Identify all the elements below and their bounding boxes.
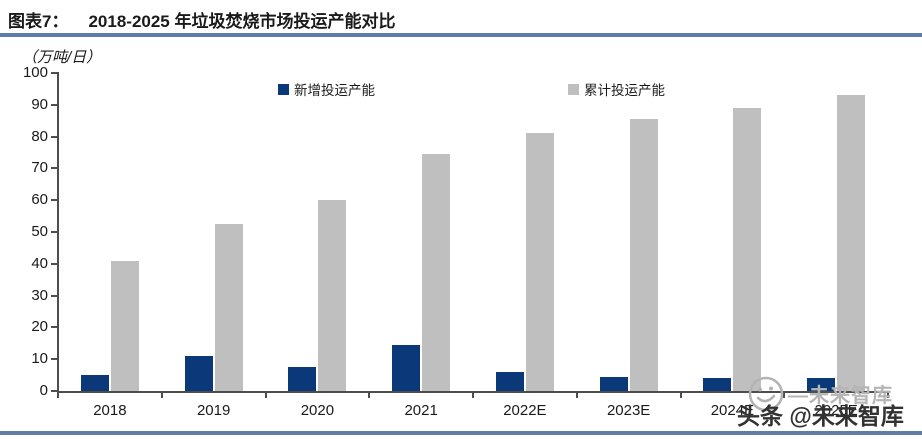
y-axis-tick-mark bbox=[51, 231, 57, 233]
y-axis-tick-mark bbox=[51, 199, 57, 202]
y-axis-tick-label: 10 bbox=[31, 350, 48, 368]
legend-label: 累计投运产能 bbox=[584, 83, 665, 98]
y-axis-tick-mark bbox=[51, 167, 57, 170]
x-axis-tick-mark bbox=[160, 391, 163, 398]
x-axis-category-label: 2019 bbox=[196, 402, 231, 419]
y-axis-tick-label: 90 bbox=[31, 95, 48, 113]
y-axis-tick-label: 70 bbox=[31, 159, 48, 177]
y-axis-tick-label: 50 bbox=[31, 223, 48, 240]
x-axis-tick-mark bbox=[472, 391, 474, 398]
bar-cumulative-capacity bbox=[629, 119, 658, 391]
y-axis-tick-mark bbox=[51, 294, 57, 297]
y-axis-tick-label: 40 bbox=[31, 254, 48, 272]
bar-cumulative-capacity bbox=[110, 260, 139, 391]
figure-label: 图表7： bbox=[8, 12, 69, 31]
x-axis-category-label: 2025E bbox=[814, 402, 858, 419]
y-axis-tick-label: 100 bbox=[22, 64, 48, 81]
bottom-rule bbox=[0, 431, 922, 435]
bar-new-capacity bbox=[288, 367, 317, 391]
x-axis-tick-mark bbox=[368, 391, 371, 398]
bar-new-capacity bbox=[599, 376, 628, 391]
legend-swatch-icon bbox=[278, 83, 289, 95]
x-axis-category-label: 2020 bbox=[300, 402, 335, 419]
bar-new-capacity bbox=[807, 378, 836, 391]
bar-new-capacity bbox=[80, 375, 109, 391]
x-axis-tick-mark bbox=[887, 391, 889, 398]
y-axis-tick-mark bbox=[51, 390, 57, 392]
bar-cumulative-capacity bbox=[422, 154, 451, 391]
bar-cumulative-capacity bbox=[733, 107, 762, 391]
y-axis-tick-label: 80 bbox=[31, 127, 48, 145]
bar-new-capacity bbox=[703, 378, 732, 391]
x-axis-tick-mark bbox=[575, 391, 578, 398]
legend-item: 新增投运产能 bbox=[278, 79, 375, 99]
x-axis-tick-mark bbox=[57, 391, 59, 398]
x-axis-category-label: 2021 bbox=[404, 402, 438, 419]
y-axis-tick-mark bbox=[51, 135, 57, 138]
y-axis-tick-mark bbox=[51, 72, 57, 74]
y-axis-tick-mark bbox=[51, 103, 57, 106]
x-axis-tick-mark bbox=[264, 391, 267, 398]
y-axis-tick-label: 0 bbox=[39, 382, 48, 399]
y-axis-line bbox=[57, 72, 59, 393]
legend-item: 累计投运产能 bbox=[568, 79, 665, 99]
figure-header: 图表7： 2018-2025 年垃圾焚烧市场投运产能对比 bbox=[8, 7, 396, 32]
bar-new-capacity bbox=[392, 344, 421, 391]
bar-cumulative-capacity bbox=[837, 95, 866, 391]
y-axis-tick-label: 60 bbox=[31, 191, 48, 209]
bar-new-capacity bbox=[495, 371, 524, 391]
bar-cumulative-capacity bbox=[318, 200, 347, 391]
y-axis-tick-mark bbox=[51, 358, 57, 361]
legend-label: 新增投运产能 bbox=[294, 83, 375, 98]
y-axis-tick-mark bbox=[51, 262, 57, 265]
legend-swatch-icon bbox=[568, 83, 579, 95]
title-rule bbox=[0, 33, 922, 37]
bar-cumulative-capacity bbox=[214, 224, 243, 391]
x-axis-tick-mark bbox=[679, 391, 682, 398]
unit-label: （万吨/日） bbox=[22, 49, 102, 66]
figure-title: 2018-2025 年垃圾焚烧市场投运产能对比 bbox=[88, 12, 396, 31]
y-axis-tick-mark bbox=[51, 326, 57, 329]
bar-new-capacity bbox=[184, 356, 213, 391]
x-axis-tick-mark bbox=[783, 391, 786, 398]
bar-cumulative-capacity bbox=[525, 133, 554, 391]
x-axis-category-label: 2022E bbox=[503, 402, 547, 419]
x-axis-category-label: 2018 bbox=[93, 402, 127, 419]
x-axis-category-label: 2024E bbox=[710, 402, 755, 419]
y-axis-tick-label: 20 bbox=[31, 318, 48, 336]
x-axis-category-label: 2023E bbox=[606, 402, 651, 419]
y-axis-tick-label: 30 bbox=[31, 286, 48, 304]
